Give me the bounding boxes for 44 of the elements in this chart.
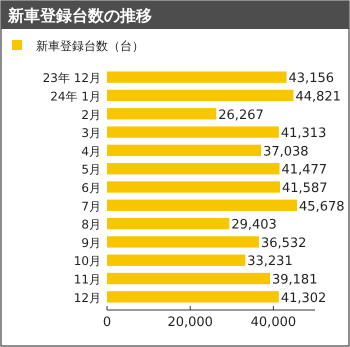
text: 26,267	[218, 108, 264, 123]
text: 45,678	[299, 199, 345, 214]
x-tick-label: 40,000	[250, 315, 296, 330]
bar	[107, 90, 294, 102]
bar	[107, 71, 287, 83]
y-tick-label: 11月	[74, 272, 101, 287]
bar	[107, 291, 279, 303]
bar	[107, 218, 230, 230]
text: 37,038	[263, 144, 309, 160]
text: 41,477	[282, 162, 328, 178]
text: 41,302	[280, 290, 326, 306]
y-tick-label: 7月	[81, 199, 101, 214]
text: 36,532	[260, 236, 306, 251]
chart-title: 新車登録台数の推移	[7, 6, 152, 25]
text: 33,231	[247, 254, 293, 270]
y-tick-label: 10月	[74, 254, 101, 268]
y-tick-label: 8月	[81, 218, 101, 232]
y-tick-label: 6月	[81, 181, 101, 195]
x-tick-label: 0	[102, 315, 112, 330]
bar	[107, 272, 270, 284]
legend-label: 新車登録台数（台）	[36, 39, 144, 53]
text: 29,403	[231, 218, 277, 233]
text: 43,156	[288, 71, 334, 86]
text: 44,821	[295, 89, 341, 104]
y-tick-label: 3月	[81, 126, 101, 140]
x-tick-label: 20,000	[167, 315, 213, 330]
y-tick-label: 23年 12月	[42, 71, 101, 86]
bar	[107, 163, 280, 174]
y-tick-label: 12月	[74, 290, 101, 305]
bar	[107, 236, 259, 248]
bar	[107, 200, 298, 211]
bar	[107, 181, 280, 193]
bar	[107, 108, 216, 120]
y-tick-label: 5月	[81, 162, 101, 177]
text: 41,313	[280, 126, 326, 142]
y-tick-label: 9月	[81, 236, 101, 250]
text: 41,587	[282, 181, 328, 196]
bar	[107, 126, 279, 138]
y-tick-label: 4月	[81, 144, 101, 158]
y-tick-label: 24年 1月	[50, 89, 101, 104]
text: 39,181	[272, 272, 318, 288]
bar	[107, 254, 246, 266]
y-tick-label: 2月	[81, 108, 101, 122]
bar	[107, 144, 262, 156]
